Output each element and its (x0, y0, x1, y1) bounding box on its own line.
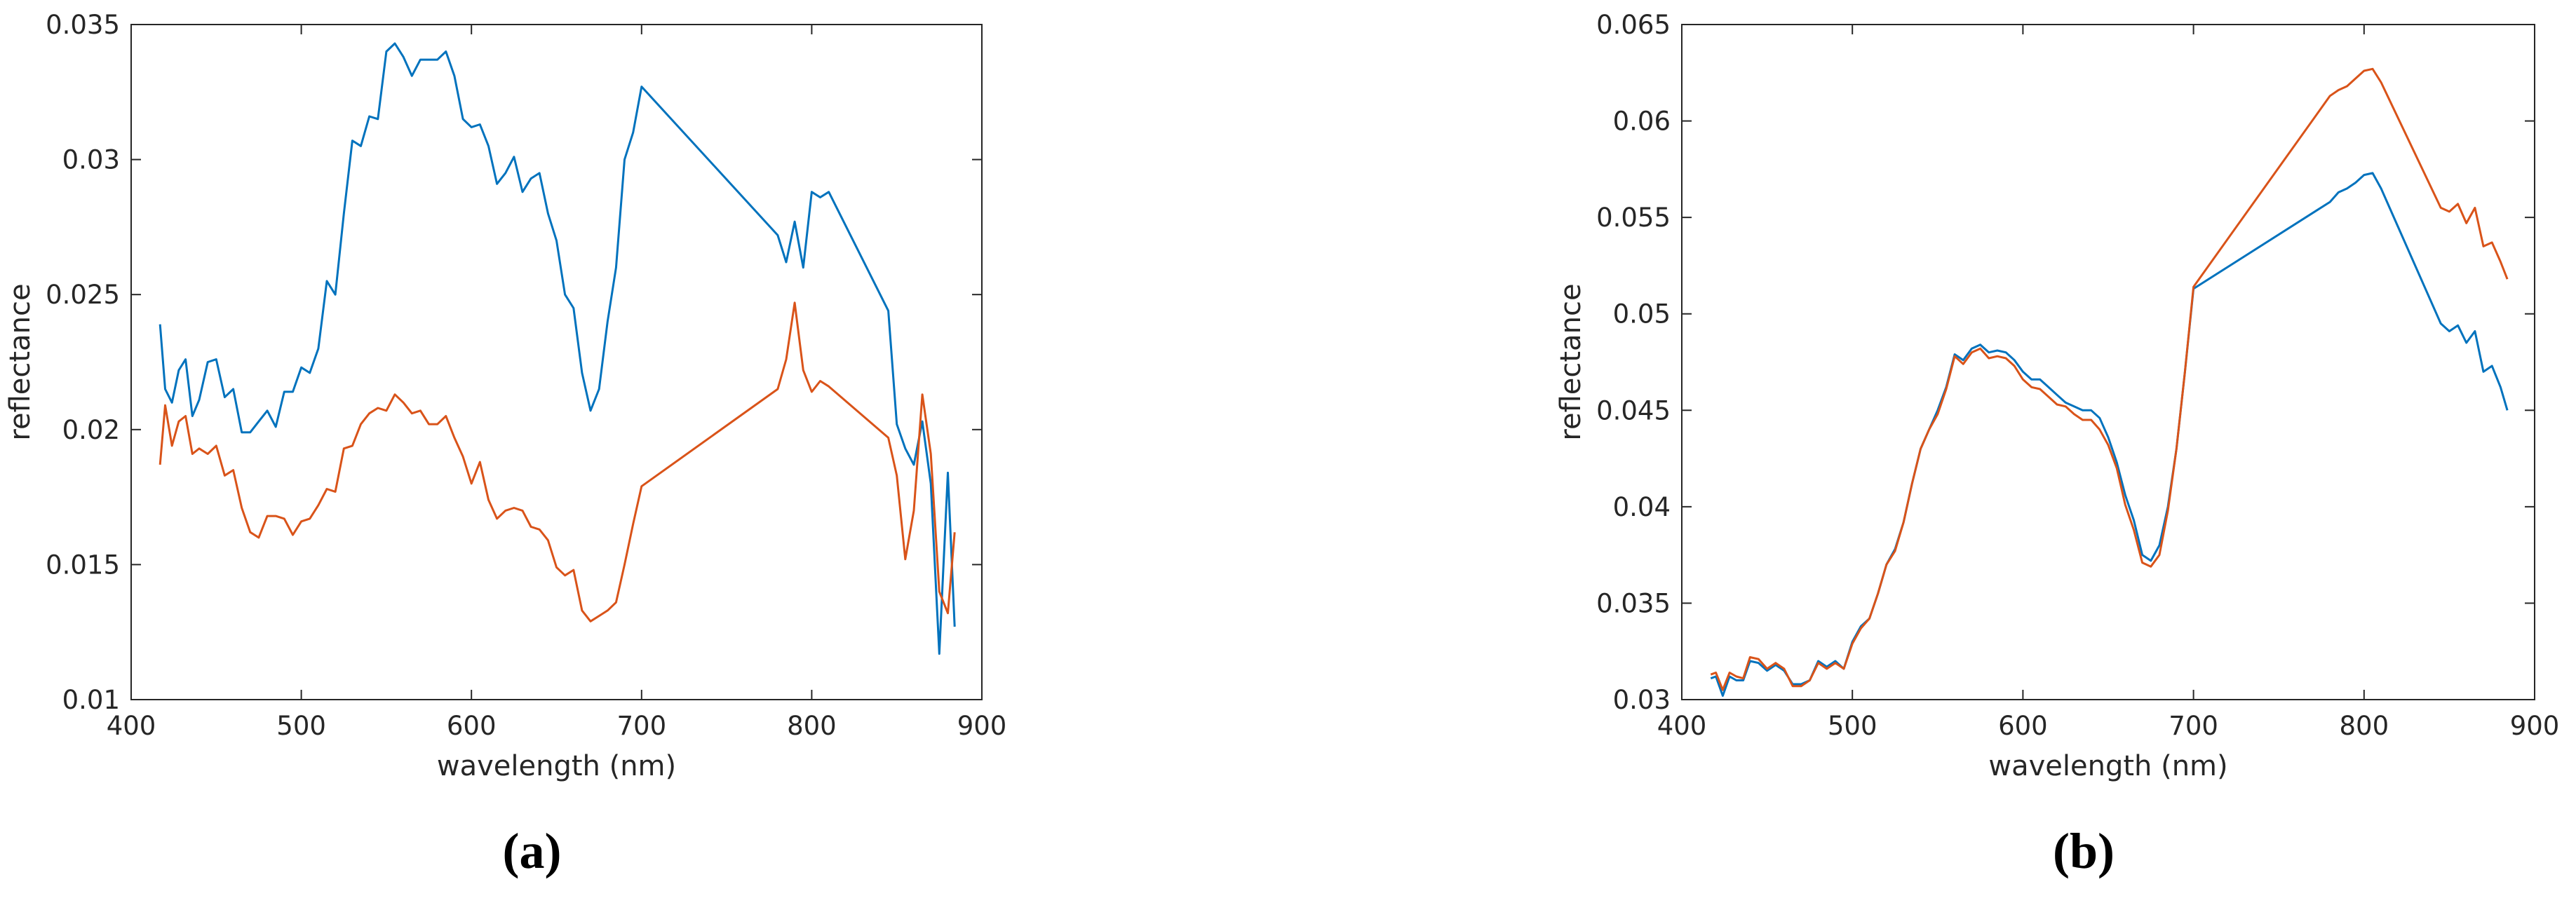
y-tick-label: 0.035 (1596, 588, 1671, 618)
x-tick-label: 700 (616, 711, 666, 741)
y-tick-label: 0.06 (1613, 107, 1671, 137)
x-axis-label: wavelength (nm) (437, 750, 676, 782)
caption: (a) (503, 823, 562, 879)
y-tick-label: 0.025 (46, 280, 120, 310)
x-tick-label: 400 (1657, 711, 1707, 741)
data-line (1710, 172, 2509, 697)
y-axis-label: reflectance (1555, 283, 1587, 440)
x-tick-label: 700 (2169, 711, 2218, 741)
x-tick-label: 400 (107, 711, 156, 741)
y-tick-label: 0.05 (1613, 299, 1671, 329)
y-tick-label: 0.065 (1596, 10, 1671, 40)
y-tick-label: 0.02 (62, 415, 120, 445)
axes-frame (1681, 24, 2535, 700)
x-tick-label: 800 (787, 711, 837, 741)
y-tick-label: 0.01 (62, 685, 120, 715)
chart: 400 500 600 700 800 900 0.01 0.015 0.02 0.025 0.03… (4, 10, 1006, 879)
x-tick-label: 800 (2339, 711, 2389, 741)
x-axis-label: wavelength (nm) (1988, 750, 2227, 782)
y-tick-label: 0.03 (1613, 685, 1671, 715)
y-tick-label: 0.045 (1596, 395, 1671, 426)
data-line (1710, 67, 2509, 691)
x-tick-label: 900 (957, 711, 1007, 741)
x-tick-label: 500 (1828, 711, 1877, 741)
y-tick-label: 0.055 (1596, 203, 1671, 233)
y-tick-label: 0.015 (46, 550, 120, 580)
x-tick-label: 500 (276, 711, 326, 741)
caption: (b) (2053, 823, 2115, 879)
data-line (159, 301, 956, 623)
y-tick-label: 0.03 (62, 145, 120, 175)
axes-frame (130, 24, 983, 700)
y-tick-label: 0.04 (1613, 492, 1671, 522)
x-tick-label: 600 (447, 711, 497, 741)
x-tick-label: 900 (2510, 711, 2560, 741)
x-tick-label: 600 (1998, 711, 2048, 741)
chart: 400 500 600 700 800 900 0.03 0.035 0.04 0.045 0.05… (1555, 10, 2559, 879)
y-axis-label: reflectance (4, 283, 36, 440)
y-tick-label: 0.035 (46, 10, 120, 40)
data-line (159, 42, 956, 655)
